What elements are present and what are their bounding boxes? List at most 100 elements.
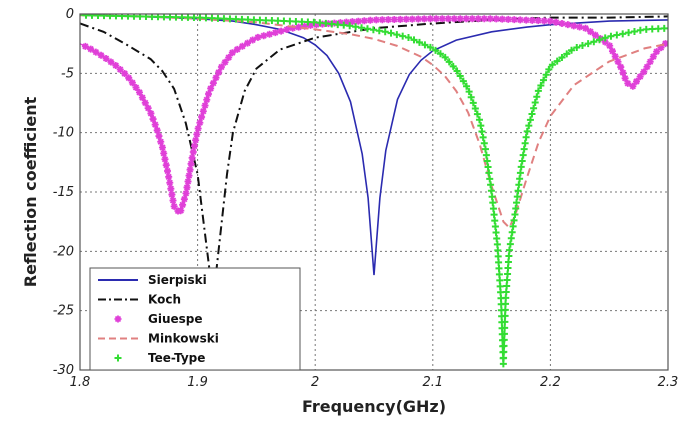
series-tee-type-marker <box>494 252 502 260</box>
tick-labels: 1.8 1.9 2 2.1 2.2 2.3 0 -5 -10 -15 -20 -25 -30 <box>53 7 679 390</box>
series-tee-type-marker <box>500 330 508 338</box>
series-giuespe-marker <box>164 167 172 175</box>
series-tee-type-marker <box>340 21 348 29</box>
series-tee-type-marker <box>477 122 485 130</box>
series-giuespe-marker <box>402 15 410 23</box>
series-tee-type-marker <box>619 30 627 38</box>
series-sierpiski <box>80 14 668 276</box>
x-tick-label: 2.2 <box>540 375 561 390</box>
series-tee-type-marker <box>534 87 542 95</box>
series-tee-type-marker <box>363 25 371 33</box>
series-giuespe-marker <box>260 32 268 40</box>
y-tick-label: 0 <box>66 7 74 22</box>
series-giuespe-marker <box>244 39 252 47</box>
series-tee-type-marker <box>445 58 453 66</box>
legend-giuespe-marker <box>114 315 122 323</box>
series-giuespe-marker <box>196 119 204 127</box>
series-tee-type-marker <box>553 57 561 65</box>
series-tee-type-marker <box>500 354 508 362</box>
series-tee-type-marker <box>421 41 429 49</box>
series-tee-type-marker <box>493 234 501 242</box>
series-giuespe-marker <box>643 63 651 71</box>
y-tick-label: -25 <box>53 304 74 319</box>
series-tee-type-marker <box>436 50 444 58</box>
series-tee-type-marker <box>568 46 576 54</box>
series-giuespe-marker <box>420 15 428 23</box>
series-giuespe-marker <box>151 121 159 129</box>
series-giuespe-marker <box>199 107 207 115</box>
series-tee-type-marker <box>485 169 493 177</box>
series-tee-type-marker <box>522 133 530 141</box>
series-tee-type-marker <box>381 28 389 36</box>
series-tee-type-marker <box>449 62 457 70</box>
series-giuespe-marker <box>92 48 100 56</box>
series-giuespe-marker <box>390 16 398 24</box>
series-giuespe-marker <box>450 15 458 23</box>
series-giuespe-marker <box>283 26 291 34</box>
series-tee-type-marker <box>508 228 516 236</box>
series-tee-type-marker <box>518 157 526 165</box>
series-tee-type-marker <box>513 193 521 201</box>
series-giuespe-marker <box>87 45 95 53</box>
series-giuespe-marker <box>102 54 110 62</box>
series-tee-type-marker <box>459 77 467 85</box>
series-tee-type-marker <box>202 14 210 22</box>
series-tee-type-marker <box>578 42 586 50</box>
series-giuespe-marker <box>179 201 187 209</box>
series-giuespe-marker <box>177 207 185 215</box>
series-tee-type-marker <box>590 38 598 46</box>
x-tick-label: 2 <box>311 375 319 390</box>
series-giuespe-marker <box>582 24 590 32</box>
series-tee-type-marker <box>124 14 132 20</box>
series-tee-type-marker <box>441 53 449 61</box>
series-giuespe-marker <box>307 21 315 29</box>
series-tee-type-marker <box>521 139 529 147</box>
series-tee-type-marker <box>648 25 656 33</box>
legend-label-giuespe: Giuespe <box>148 312 203 326</box>
legend-label-koch: Koch <box>148 293 181 307</box>
series-giuespe-marker <box>182 189 190 197</box>
series-tee-type-marker <box>501 318 509 326</box>
series-tee-type-marker <box>573 43 581 51</box>
series-giuespe-marker <box>591 31 599 39</box>
series-giuespe-marker <box>277 27 285 35</box>
y-axis-label: Reflection coefficient <box>21 96 40 287</box>
series-tee-type-marker <box>100 14 108 20</box>
series-giuespe-marker <box>147 109 155 117</box>
series-giuespe-marker <box>201 102 209 110</box>
series-giuespe-marker <box>629 82 637 90</box>
x-tick-label: 1.9 <box>187 375 208 390</box>
series-tee-type-marker <box>280 17 288 25</box>
series-giuespe-marker <box>149 115 157 123</box>
series-tee-type-marker <box>88 14 96 19</box>
series-tee-type-marker <box>298 18 306 26</box>
series-tee-type-marker <box>316 19 324 27</box>
series-tee-type-marker <box>542 71 550 79</box>
series-giuespe-marker <box>167 185 175 193</box>
series-minkowski <box>80 14 668 230</box>
series-tee-type-marker <box>523 127 531 135</box>
series-giuespe-marker <box>271 29 279 37</box>
series-giuespe-marker <box>540 17 548 25</box>
legend-label-sierpiski: Sierpiski <box>148 273 207 287</box>
series-giuespe-marker <box>254 33 262 41</box>
series-tee-type-marker <box>172 14 180 21</box>
series-giuespe-marker <box>576 23 584 31</box>
series-tee-type-marker <box>545 65 553 73</box>
series-tee-type-marker <box>487 181 495 189</box>
series-giuespe-marker <box>492 15 500 23</box>
series-tee-type-marker <box>520 145 528 153</box>
series-giuespe-marker <box>552 18 560 26</box>
series-giuespe-marker <box>116 66 124 74</box>
series-tee-type-marker <box>495 270 503 278</box>
series-tee-type-marker <box>504 270 512 278</box>
series-giuespe-marker <box>121 70 129 78</box>
series-giuespe-marker <box>144 104 152 112</box>
series-tee-type-marker <box>502 288 510 296</box>
series-giuespe-marker <box>266 30 274 38</box>
series-tee-type-marker <box>479 133 487 141</box>
y-tick-label: -30 <box>53 363 74 378</box>
x-tick-label: 2.3 <box>658 375 679 390</box>
series-giuespe-marker <box>233 45 241 53</box>
series-tee-type-marker <box>499 360 507 368</box>
